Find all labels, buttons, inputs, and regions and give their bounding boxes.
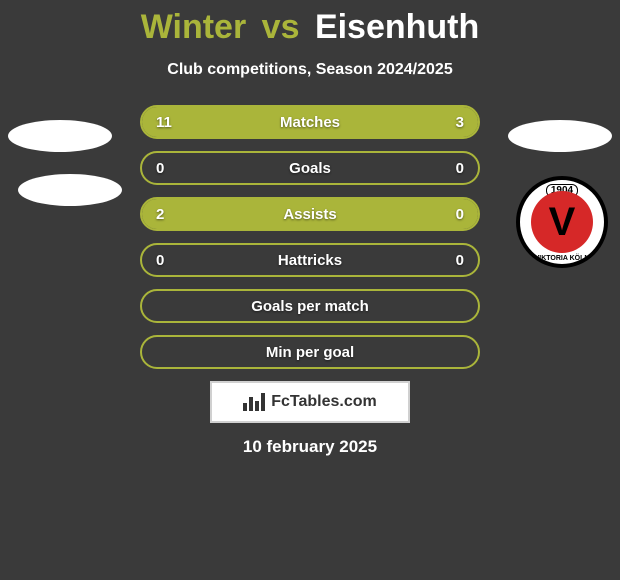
stat-row: Goals per match [140,289,480,323]
stat-label: Hattricks [278,252,342,269]
club-letter: V [549,206,576,238]
club-logo: 1904 V VIKTORIA KÖLN [516,176,608,268]
stat-row: Min per goal [140,335,480,369]
subtitle: Club competitions, Season 2024/2025 [0,61,620,79]
stat-row: 11 3 Matches [140,105,480,139]
stat-row: 0 0 Hattricks [140,243,480,277]
player-left-blob-2 [18,174,122,206]
stat-value-left: 11 [156,114,172,131]
stat-label: Goals [289,160,331,177]
stat-value-right: 0 [456,252,464,269]
stat-label: Assists [283,206,336,223]
page-title: Winter vs Eisenhuth [0,8,620,47]
vs-label: vs [262,8,300,46]
club-logo-inner: 1904 V VIKTORIA KÖLN [520,180,604,264]
stat-row: 2 0 Assists [140,197,480,231]
stat-value-right: 0 [456,206,464,223]
branding-badge[interactable]: FcTables.com [210,381,410,423]
bars-icon [243,393,265,411]
stat-label: Matches [280,114,340,131]
stat-label: Min per goal [266,344,354,361]
comparison-card: Winter vs Eisenhuth Club competitions, S… [0,0,620,457]
stat-value-right: 3 [456,114,464,131]
stat-row: 0 0 Goals [140,151,480,185]
stat-bars: 11 3 Matches 0 0 Goals 2 0 Assists 0 0 Hattricks Goa… [140,105,480,369]
club-name-text: VIKTORIA KÖLN [535,255,590,262]
stat-fill-right [404,107,478,137]
player-left-name: Winter [141,8,246,46]
player-right-name: Eisenhuth [315,8,479,46]
branding-text: FcTables.com [271,393,377,411]
player-right-blob [508,120,612,152]
stat-value-left: 2 [156,206,164,223]
stat-value-right: 0 [456,160,464,177]
stat-label: Goals per match [251,298,369,315]
stat-fill-left [142,199,411,229]
date-label: 10 february 2025 [0,437,620,457]
stat-fill-right [411,199,478,229]
player-left-blob-1 [8,120,112,152]
stat-fill-left [142,107,404,137]
stat-value-left: 0 [156,252,164,269]
stat-value-left: 0 [156,160,164,177]
